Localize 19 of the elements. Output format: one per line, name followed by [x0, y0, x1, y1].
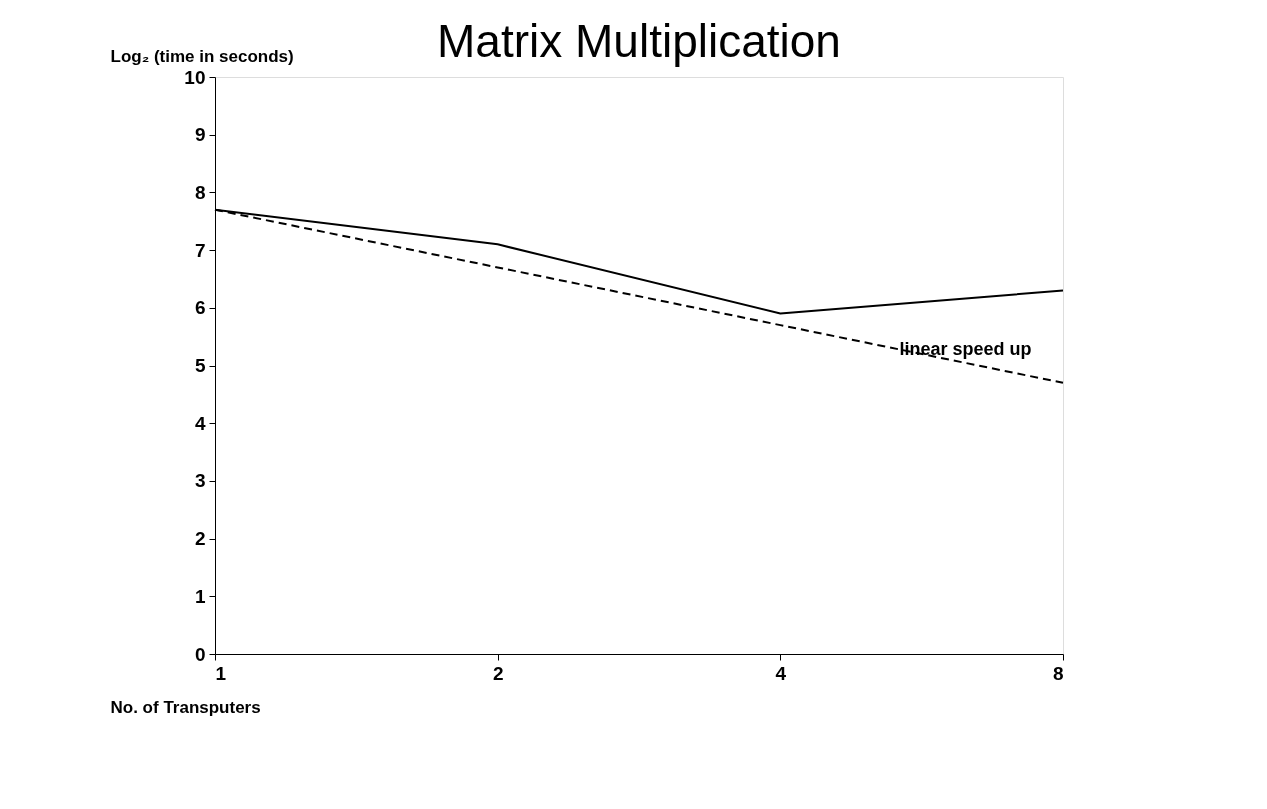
- chart-title: Matrix Multiplication: [437, 15, 841, 67]
- y-tick-label: 1: [194, 585, 206, 607]
- y-tick-label: 5: [194, 355, 206, 376]
- y-tick-label: 9: [194, 124, 206, 146]
- y-tick-label: 7: [194, 239, 206, 261]
- y-tick-label: 3: [194, 470, 206, 492]
- x-tick-label: 8: [1052, 662, 1064, 684]
- x-tick-label: 1: [215, 662, 227, 684]
- x-axis-title: No. of Transputers: [110, 697, 261, 717]
- y-tick-label: 6: [194, 297, 206, 319]
- y-tick-label: 10: [184, 66, 206, 88]
- y-tick-label: 4: [194, 412, 206, 434]
- y-tick-label: 2: [194, 528, 206, 550]
- annotation: linear speed up: [899, 338, 1032, 359]
- y-axis-title: Log₂ (time in seconds): [110, 46, 294, 66]
- y-tick-label: 0: [194, 643, 206, 665]
- y-tick-label: 8: [194, 181, 206, 203]
- x-tick-label: 2: [492, 662, 504, 684]
- x-tick-label: 4: [775, 662, 787, 684]
